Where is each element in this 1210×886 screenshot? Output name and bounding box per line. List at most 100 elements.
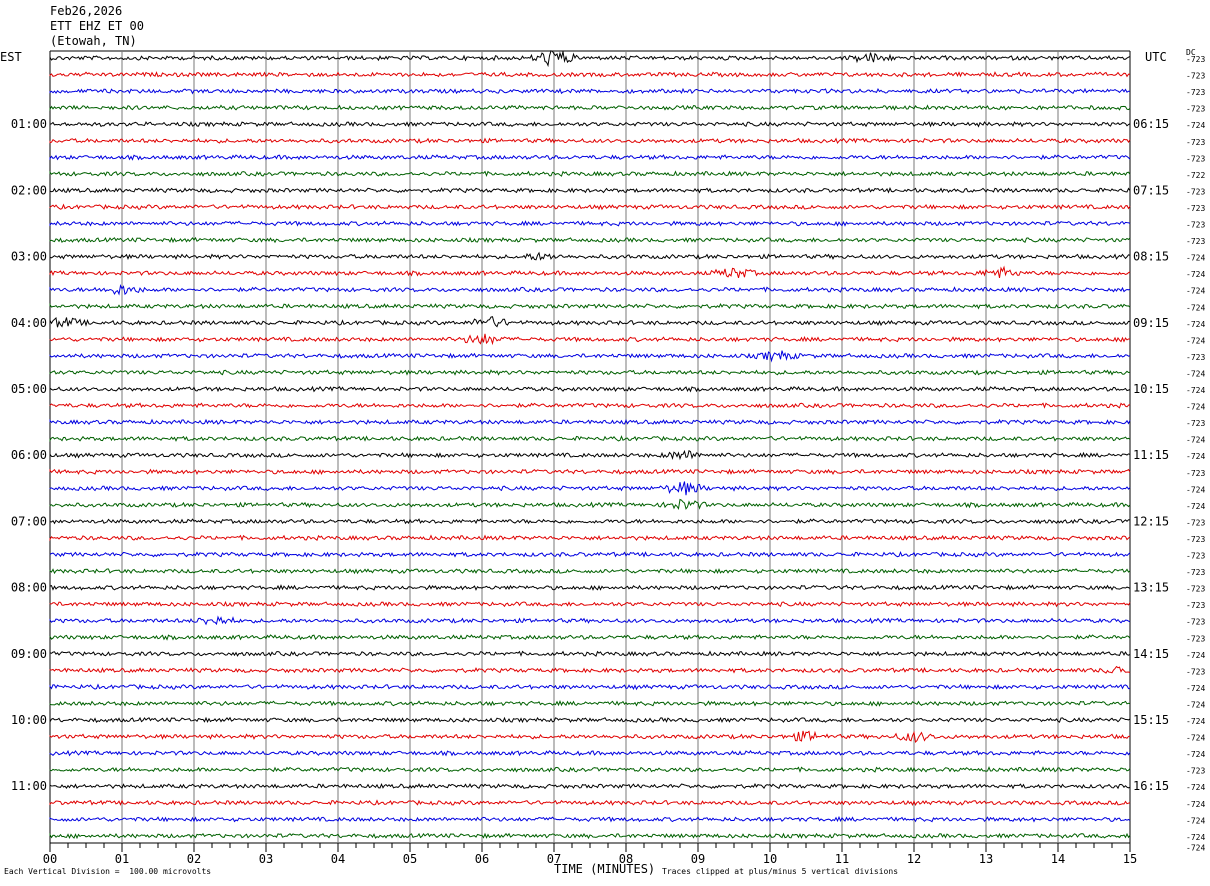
left-hour-label: 03:00 bbox=[11, 250, 47, 264]
x-tick-label: 10 bbox=[763, 852, 777, 866]
seismic-trace bbox=[49, 187, 1131, 194]
seismic-trace bbox=[49, 550, 1131, 558]
dc-offset-value: -724 bbox=[1186, 485, 1205, 494]
left-hour-label: 10:00 bbox=[11, 713, 47, 727]
dc-offset-value: -723 bbox=[1186, 187, 1205, 196]
seismic-trace bbox=[49, 203, 1131, 211]
x-tick-label: 06 bbox=[475, 852, 489, 866]
x-tick-label: 01 bbox=[115, 852, 129, 866]
seismic-trace bbox=[49, 749, 1131, 757]
seismic-trace bbox=[49, 665, 1131, 674]
seismic-trace bbox=[49, 120, 1131, 128]
seismic-trace bbox=[49, 683, 1130, 691]
dc-offset-value: -723 bbox=[1186, 221, 1205, 230]
seismic-trace bbox=[49, 265, 1131, 279]
seismic-trace bbox=[49, 350, 1131, 363]
dc-offset-value: -723 bbox=[1186, 353, 1205, 362]
right-hour-label: 10:15 bbox=[1133, 382, 1169, 396]
right-hour-label: 06:15 bbox=[1133, 117, 1169, 131]
dc-offset-value: -723 bbox=[1186, 138, 1205, 147]
dc-offset-value: -723 bbox=[1186, 585, 1205, 594]
left-hour-label: 07:00 bbox=[11, 514, 47, 528]
dc-offset-value: -723 bbox=[1186, 667, 1205, 676]
dc-offset-value: -724 bbox=[1186, 369, 1205, 378]
seismic-trace bbox=[49, 303, 1131, 310]
dc-offset-value: -724 bbox=[1186, 717, 1205, 726]
seismic-trace bbox=[49, 468, 1131, 476]
right-hour-label: 14:15 bbox=[1133, 647, 1169, 661]
seismic-trace bbox=[49, 568, 1131, 575]
x-tick-label: 08 bbox=[619, 852, 633, 866]
x-tick-label: 00 bbox=[43, 852, 57, 866]
header-station: ETT EHZ ET 00 bbox=[50, 19, 144, 33]
seismic-trace bbox=[49, 498, 1131, 510]
seismic-trace bbox=[49, 236, 1131, 244]
seismic-trace bbox=[49, 137, 1131, 144]
dc-offset-value: -724 bbox=[1186, 750, 1205, 759]
seismic-trace bbox=[49, 418, 1131, 426]
right-hour-label: 13:15 bbox=[1133, 581, 1169, 595]
seismic-trace bbox=[49, 584, 1131, 591]
left-hour-label: 04:00 bbox=[11, 316, 47, 330]
x-tick-label: 07 bbox=[547, 852, 561, 866]
x-tick-label: 11 bbox=[835, 852, 849, 866]
seismic-trace bbox=[49, 333, 1130, 346]
dc-offset-value: -723 bbox=[1186, 518, 1205, 527]
x-tick-label: 03 bbox=[259, 852, 273, 866]
header-location: (Etowah, TN) bbox=[50, 34, 137, 48]
dc-offset-value: -723 bbox=[1186, 568, 1205, 577]
dc-offset-value: -724 bbox=[1186, 436, 1205, 445]
x-tick-label: 15 bbox=[1123, 852, 1137, 866]
seismic-trace bbox=[49, 385, 1131, 393]
x-tick-label: 09 bbox=[691, 852, 705, 866]
left-hour-label: 06:00 bbox=[11, 448, 47, 462]
left-hour-label: 02:00 bbox=[11, 183, 47, 197]
right-hour-label: 11:15 bbox=[1133, 448, 1169, 462]
dc-offset-value: -724 bbox=[1186, 783, 1205, 792]
dc-offset-value: -722 bbox=[1186, 171, 1205, 180]
right-hour-label: 08:15 bbox=[1133, 250, 1169, 264]
right-hour-label: 12:15 bbox=[1133, 514, 1169, 528]
seismic-trace bbox=[49, 815, 1131, 823]
x-tick-label: 02 bbox=[187, 852, 201, 866]
seismic-trace bbox=[49, 87, 1131, 95]
seismic-trace bbox=[49, 316, 1131, 328]
dc-offset-value: -724 bbox=[1186, 833, 1205, 842]
right-hour-label: 09:15 bbox=[1133, 316, 1169, 330]
seismic-trace bbox=[49, 832, 1131, 840]
seismic-trace bbox=[49, 534, 1131, 542]
dc-offset-value: -723 bbox=[1186, 154, 1205, 163]
dc-offset-value: -724 bbox=[1186, 270, 1205, 279]
seismic-trace bbox=[49, 71, 1131, 78]
seismic-trace bbox=[49, 50, 1131, 68]
dc-offset-value: -724 bbox=[1186, 303, 1205, 312]
x-tick-label: 04 bbox=[331, 852, 345, 866]
dc-offset-value: -723 bbox=[1186, 469, 1205, 478]
seismic-trace bbox=[49, 600, 1131, 608]
dc-offset-value: -724 bbox=[1186, 843, 1205, 852]
clipping-note: Traces clipped at plus/minus 5 vertical … bbox=[662, 867, 899, 876]
left-hour-label: 08:00 bbox=[11, 581, 47, 595]
left-hour-label: 11:00 bbox=[11, 779, 47, 793]
right-hour-label: 15:15 bbox=[1133, 713, 1169, 727]
dc-offset-label: DC bbox=[1186, 48, 1196, 57]
left-hour-label: 09:00 bbox=[11, 647, 47, 661]
seismic-trace bbox=[49, 170, 1131, 178]
seismic-trace bbox=[49, 251, 1131, 261]
dc-offset-value: -723 bbox=[1186, 55, 1205, 64]
seismic-trace bbox=[49, 220, 1131, 227]
scale-note: Each Vertical Division = 100.00 microvol… bbox=[4, 867, 212, 876]
seismic-trace bbox=[49, 634, 1131, 641]
dc-offset-value: -724 bbox=[1186, 336, 1205, 345]
seismic-trace bbox=[49, 615, 1131, 626]
dc-offset-value: -724 bbox=[1186, 254, 1205, 263]
dc-offset-value: -724 bbox=[1186, 651, 1205, 660]
seismic-trace bbox=[49, 104, 1131, 112]
dc-offset-value: -723 bbox=[1186, 105, 1205, 114]
dc-offset-value: -723 bbox=[1186, 634, 1205, 643]
seismic-trace bbox=[49, 783, 1131, 790]
x-tick-label: 14 bbox=[1051, 852, 1065, 866]
seismic-trace bbox=[49, 518, 1131, 525]
dc-offset-value: -723 bbox=[1186, 88, 1205, 97]
dc-offset-value: -724 bbox=[1186, 287, 1205, 296]
